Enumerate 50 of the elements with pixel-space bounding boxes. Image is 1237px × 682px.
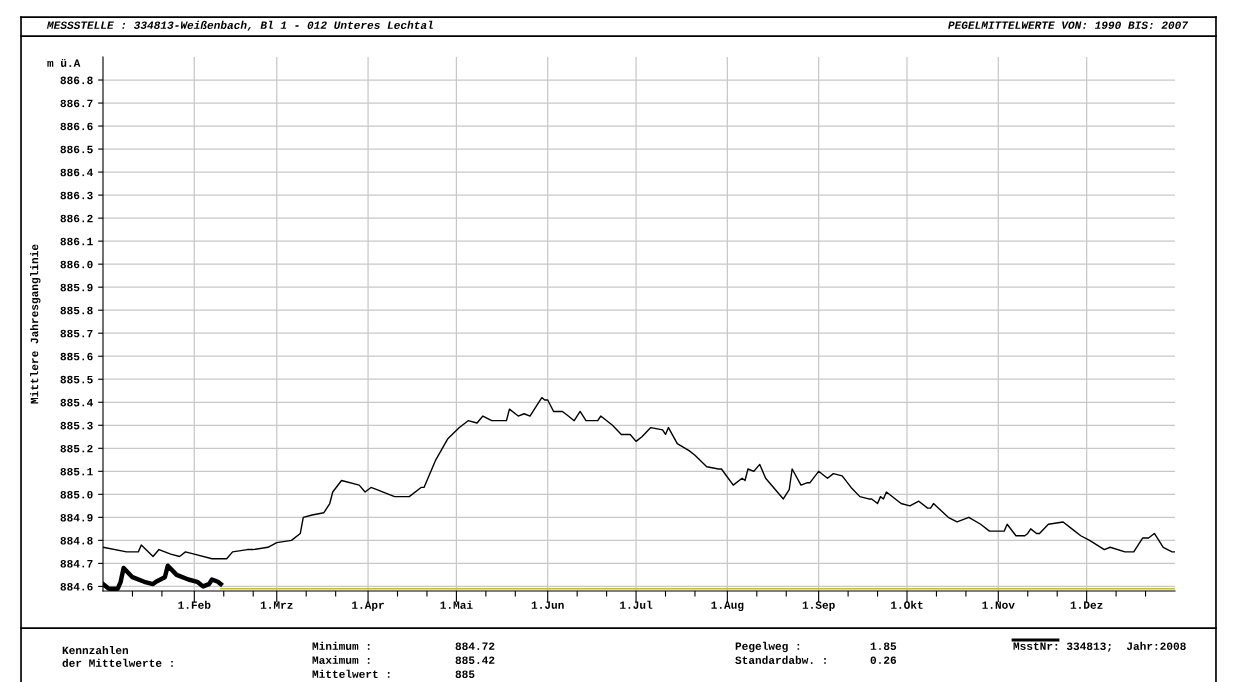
y-tick-label: 885.6 bbox=[60, 352, 93, 361]
y-tick-label: 886.6 bbox=[60, 122, 93, 131]
text: 885.42 bbox=[455, 656, 495, 664]
x-tick-label: 1.Sep bbox=[802, 601, 835, 612]
y-tick-label: 886.4 bbox=[60, 168, 93, 177]
y-tick-label: 885.0 bbox=[60, 490, 93, 499]
y-tick-label: 886.1 bbox=[60, 237, 93, 246]
x-tick-label: 1.Mrz bbox=[260, 601, 293, 609]
y-tick-label: 885.1 bbox=[60, 467, 93, 476]
x-tick-label: 1.Feb bbox=[178, 600, 211, 609]
y-tick-label: 884.8 bbox=[60, 536, 93, 545]
text: Mittelwert : bbox=[312, 669, 390, 678]
y-tick-label: 886.8 bbox=[60, 76, 93, 85]
y-tick-label: 884.6 bbox=[60, 582, 93, 591]
text: 885 bbox=[455, 670, 475, 678]
text: Standardabw. : bbox=[735, 655, 826, 664]
x-tick-label: 1.Nov bbox=[982, 601, 1015, 609]
y-tick-label: 885.4 bbox=[60, 398, 93, 407]
y-tick-label: 886.0 bbox=[60, 260, 93, 269]
x-tick-label: 1.Aug bbox=[711, 601, 744, 612]
x-tick-label: 1.Jun bbox=[531, 601, 564, 609]
chart-title: MESSSTELLE : 334813-Weißenbach, Bl 1 - 012 Unteres Lechtal bbox=[46, 20, 433, 31]
y-tick-label: 885.7 bbox=[60, 329, 93, 338]
y-tick-label: 886.5 bbox=[60, 145, 93, 154]
text: 884.72 bbox=[455, 642, 495, 650]
x-tick-label: 1.Jul bbox=[620, 600, 653, 609]
text: 1.85 bbox=[870, 642, 897, 650]
x-tick-label: 1.Dez bbox=[1070, 601, 1103, 609]
text: Pegelweg : bbox=[735, 641, 800, 653]
y-tick-label: 884.9 bbox=[60, 513, 93, 522]
y-tick-label: 885.9 bbox=[60, 283, 93, 292]
y-tick-label: 884.7 bbox=[60, 559, 93, 568]
y-tick-label: 886.2 bbox=[60, 214, 93, 223]
text: Minimum : bbox=[312, 641, 370, 650]
y-tick-label: 885.5 bbox=[60, 375, 93, 384]
text: Maximum : bbox=[312, 655, 370, 664]
x-tick-label: 1.Okt bbox=[891, 600, 923, 609]
chart-subtitle: PEGELMITTELWERTE VON: 1990 BIS: 2007 bbox=[948, 21, 1189, 29]
y-tick-label: 885.3 bbox=[60, 421, 93, 430]
text: Kennzahlen der Mittelwerte : bbox=[62, 646, 173, 667]
text: 0.26 bbox=[870, 656, 897, 664]
text: m ü.A bbox=[47, 59, 81, 67]
y-tick-label: 885.8 bbox=[60, 306, 93, 315]
x-tick-label: 1.Apr bbox=[352, 601, 384, 612]
y-axis-title: Mittlere Jahresganglinie bbox=[30, 244, 41, 404]
y-tick-label: 886.3 bbox=[60, 191, 93, 200]
y-tick-label: 886.7 bbox=[60, 99, 93, 108]
x-tick-label: 1.Mai bbox=[440, 600, 473, 609]
y-tick-label: 885.2 bbox=[60, 444, 93, 453]
text: MsstNr: 334813; Jahr:2008 bbox=[1013, 641, 1186, 652]
